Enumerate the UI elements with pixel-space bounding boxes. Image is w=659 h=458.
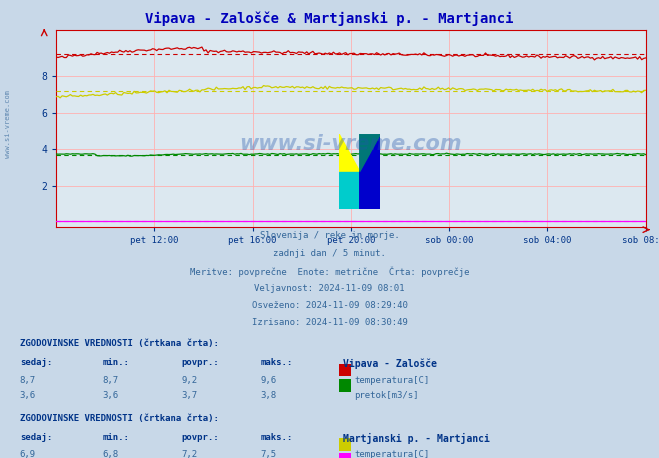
Text: Slovenija / reke in morje.: Slovenija / reke in morje.	[260, 231, 399, 240]
Text: 7,2: 7,2	[181, 450, 197, 458]
Text: Izrisano: 2024-11-09 08:30:49: Izrisano: 2024-11-09 08:30:49	[252, 318, 407, 327]
Text: 6,9: 6,9	[20, 450, 36, 458]
Text: www.si-vreme.com: www.si-vreme.com	[240, 134, 462, 154]
Text: Martjanski p. - Martjanci: Martjanski p. - Martjanci	[343, 433, 490, 444]
Text: Vipava - Zalošče & Martjanski p. - Martjanci: Vipava - Zalošče & Martjanski p. - Martj…	[145, 11, 514, 26]
Text: 3,8: 3,8	[260, 391, 276, 400]
Text: temperatura[C]: temperatura[C]	[355, 376, 430, 385]
Text: pretok[m3/s]: pretok[m3/s]	[355, 391, 419, 400]
Text: 8,7: 8,7	[102, 376, 118, 385]
Text: www.si-vreme.com: www.si-vreme.com	[5, 90, 11, 158]
Text: 3,7: 3,7	[181, 391, 197, 400]
Text: min.:: min.:	[102, 358, 129, 367]
Text: 7,5: 7,5	[260, 450, 276, 458]
Text: zadnji dan / 5 minut.: zadnji dan / 5 minut.	[273, 249, 386, 258]
Text: Vipava - Zalošče: Vipava - Zalošče	[343, 358, 437, 369]
Text: Veljavnost: 2024-11-09 08:01: Veljavnost: 2024-11-09 08:01	[254, 284, 405, 293]
Text: sedaj:: sedaj:	[20, 358, 52, 367]
Text: maks.:: maks.:	[260, 358, 293, 367]
Text: 3,6: 3,6	[102, 391, 118, 400]
Text: 8,7: 8,7	[20, 376, 36, 385]
Text: 9,6: 9,6	[260, 376, 276, 385]
Text: 9,2: 9,2	[181, 376, 197, 385]
Text: ZGODOVINSKE VREDNOSTI (črtkana črta):: ZGODOVINSKE VREDNOSTI (črtkana črta):	[20, 414, 219, 423]
Text: Meritve: povprečne  Enote: metrične  Črta: povprečje: Meritve: povprečne Enote: metrične Črta:…	[190, 266, 469, 277]
Text: maks.:: maks.:	[260, 433, 293, 442]
Text: Osveženo: 2024-11-09 08:29:40: Osveženo: 2024-11-09 08:29:40	[252, 301, 407, 310]
Text: povpr.:: povpr.:	[181, 433, 219, 442]
Text: povpr.:: povpr.:	[181, 358, 219, 367]
Text: temperatura[C]: temperatura[C]	[355, 450, 430, 458]
Text: 6,8: 6,8	[102, 450, 118, 458]
Text: 3,6: 3,6	[20, 391, 36, 400]
Text: min.:: min.:	[102, 433, 129, 442]
Text: ZGODOVINSKE VREDNOSTI (črtkana črta):: ZGODOVINSKE VREDNOSTI (črtkana črta):	[20, 339, 219, 348]
Text: sedaj:: sedaj:	[20, 433, 52, 442]
